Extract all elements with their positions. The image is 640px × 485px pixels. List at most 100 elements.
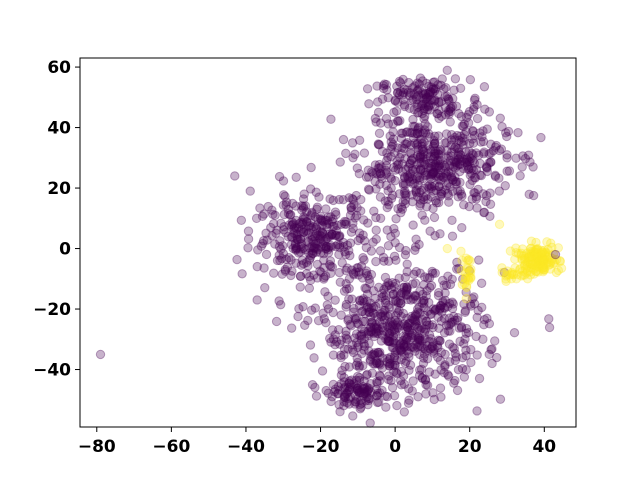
data-point-class-0 <box>306 250 316 261</box>
data-point-class-0 <box>289 228 299 239</box>
data-point-class-0 <box>370 160 381 170</box>
data-point-class-0 <box>461 365 471 375</box>
data-point-class-0 <box>478 126 488 136</box>
data-point-class-0 <box>402 259 412 269</box>
data-point-class-0 <box>419 137 429 147</box>
data-point-class-0 <box>419 114 429 124</box>
data-point-class-0 <box>311 391 322 401</box>
data-point-class-0 <box>391 106 402 116</box>
data-point-class-0 <box>440 295 451 306</box>
data-point-class-0 <box>430 83 441 94</box>
data-point-class-0 <box>463 156 474 166</box>
data-point-class-0 <box>410 242 421 252</box>
data-point-class-0 <box>452 315 462 325</box>
data-point-class-0 <box>361 268 371 279</box>
data-point-class-0 <box>407 96 417 106</box>
data-point-class-1 <box>539 262 549 273</box>
data-point-class-0 <box>388 119 398 129</box>
data-point-class-0 <box>425 163 435 174</box>
data-point-class-0 <box>402 342 412 352</box>
data-point-class-0 <box>372 377 382 387</box>
data-point-class-0 <box>356 194 366 205</box>
data-point-class-0 <box>427 341 438 351</box>
data-point-class-1 <box>537 261 548 272</box>
data-point-class-0 <box>393 323 403 333</box>
data-point-class-0 <box>344 385 354 395</box>
data-point-class-0 <box>428 141 439 151</box>
data-point-class-0 <box>334 400 344 410</box>
data-point-class-0 <box>419 327 430 337</box>
data-point-class-0 <box>444 320 454 330</box>
data-point-class-0 <box>385 309 395 320</box>
data-point-class-0 <box>399 84 409 94</box>
data-point-class-0 <box>407 196 418 207</box>
data-point-class-0 <box>377 94 388 104</box>
data-point-class-0 <box>401 289 412 300</box>
data-point-class-0 <box>434 181 444 192</box>
data-point-class-0 <box>434 113 444 124</box>
data-point-class-0 <box>458 121 469 132</box>
data-point-class-0 <box>426 309 436 319</box>
data-point-class-0 <box>418 128 428 138</box>
data-point-class-0 <box>443 167 454 177</box>
data-point-class-0 <box>416 150 426 160</box>
data-point-class-0 <box>328 334 339 344</box>
data-point-class-0 <box>342 388 352 399</box>
data-point-class-0 <box>307 248 318 259</box>
data-point-class-0 <box>388 319 398 330</box>
data-point-class-1 <box>507 267 517 278</box>
data-point-class-0 <box>416 185 427 196</box>
data-point-class-1 <box>543 244 553 255</box>
data-point-class-0 <box>324 242 334 252</box>
data-point-class-0 <box>426 82 437 92</box>
data-point-class-0 <box>366 317 377 328</box>
data-point-class-0 <box>350 149 360 159</box>
data-point-class-0 <box>497 122 507 132</box>
data-point-class-0 <box>390 360 400 370</box>
data-point-class-0 <box>346 202 356 212</box>
data-point-class-0 <box>324 218 334 229</box>
data-point-class-0 <box>442 171 452 182</box>
data-point-class-0 <box>419 310 430 321</box>
data-point-class-0 <box>389 251 400 261</box>
data-point-class-1 <box>533 261 544 272</box>
data-point-class-0 <box>421 380 431 390</box>
data-point-class-0 <box>383 278 393 288</box>
data-point-class-0 <box>291 215 301 226</box>
data-point-class-0 <box>422 354 433 364</box>
data-point-class-0 <box>435 383 446 393</box>
data-point-class-0 <box>287 266 297 276</box>
data-point-class-0 <box>464 201 474 212</box>
data-point-class-0 <box>330 384 341 394</box>
data-point-class-0 <box>406 330 417 340</box>
data-point-class-0 <box>515 171 525 181</box>
data-point-class-1 <box>526 252 536 262</box>
data-point-class-0 <box>297 205 307 215</box>
data-point-class-0 <box>356 398 367 408</box>
data-point-class-0 <box>412 128 422 139</box>
data-point-class-0 <box>393 298 404 308</box>
data-point-class-0 <box>427 266 437 277</box>
data-point-class-0 <box>427 169 437 179</box>
data-point-class-0 <box>425 226 435 236</box>
data-point-class-0 <box>377 319 387 329</box>
data-point-class-0 <box>293 222 304 233</box>
data-point-class-0 <box>436 146 446 156</box>
data-point-class-0 <box>404 335 414 346</box>
data-point-class-0 <box>458 274 468 284</box>
data-point-class-0 <box>334 194 344 205</box>
data-point-class-0 <box>426 170 437 180</box>
data-point-class-0 <box>339 242 349 252</box>
data-point-class-0 <box>465 179 475 190</box>
data-point-class-0 <box>327 229 337 239</box>
data-point-class-0 <box>417 372 427 383</box>
data-point-class-0 <box>390 278 401 289</box>
data-point-class-0 <box>395 152 405 163</box>
data-point-class-0 <box>417 138 427 149</box>
data-point-class-1 <box>534 262 545 273</box>
data-point-class-0 <box>354 228 365 238</box>
data-point-class-0 <box>340 361 350 372</box>
data-point-class-0 <box>362 385 373 396</box>
data-point-class-0 <box>379 284 389 295</box>
data-point-class-0 <box>399 340 409 350</box>
